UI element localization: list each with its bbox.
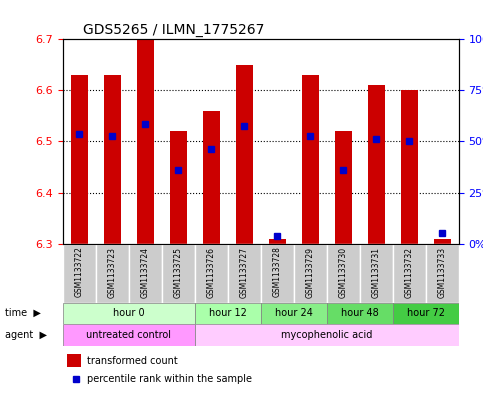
FancyBboxPatch shape [327,244,360,303]
Bar [203,111,220,244]
Text: GSM1133722: GSM1133722 [75,247,84,298]
FancyBboxPatch shape [360,244,393,303]
FancyBboxPatch shape [63,244,96,303]
Text: GSM1133726: GSM1133726 [207,247,216,298]
Text: GSM1133724: GSM1133724 [141,247,150,298]
Bar [67,354,81,367]
Text: GSM1133723: GSM1133723 [108,247,117,298]
Bar [368,85,384,244]
Bar [236,65,253,244]
Bar [170,131,186,244]
Text: GSM1133731: GSM1133731 [372,247,381,298]
Text: transformed count: transformed count [86,356,177,366]
Bar [269,239,285,244]
Text: untreated control: untreated control [86,330,171,340]
Text: percentile rank within the sample: percentile rank within the sample [86,374,252,384]
FancyBboxPatch shape [129,244,162,303]
FancyBboxPatch shape [261,303,327,324]
FancyBboxPatch shape [261,244,294,303]
FancyBboxPatch shape [96,244,129,303]
FancyBboxPatch shape [393,303,459,324]
FancyBboxPatch shape [426,244,459,303]
FancyBboxPatch shape [63,303,195,324]
Text: GSM1133729: GSM1133729 [306,247,315,298]
Text: hour 24: hour 24 [275,309,313,318]
Bar [104,75,121,244]
FancyBboxPatch shape [195,244,228,303]
Text: GSM1133732: GSM1133732 [405,247,414,298]
Text: hour 0: hour 0 [113,309,144,318]
FancyBboxPatch shape [228,244,261,303]
FancyBboxPatch shape [162,244,195,303]
Text: hour 48: hour 48 [341,309,379,318]
FancyBboxPatch shape [195,324,459,346]
Bar [302,75,319,244]
Text: mycophenolic acid: mycophenolic acid [281,330,372,340]
Text: hour 12: hour 12 [209,309,247,318]
Bar [335,131,352,244]
FancyBboxPatch shape [393,244,426,303]
Bar [137,39,154,244]
Text: agent  ▶: agent ▶ [5,330,47,340]
Text: time  ▶: time ▶ [5,307,41,318]
Bar [434,239,451,244]
Bar [71,75,87,244]
Text: GSM1133725: GSM1133725 [174,247,183,298]
Text: hour 72: hour 72 [407,309,445,318]
Text: GSM1133733: GSM1133733 [438,247,447,298]
FancyBboxPatch shape [294,244,327,303]
Text: GSM1133728: GSM1133728 [273,247,282,298]
Text: GDS5265 / ILMN_1775267: GDS5265 / ILMN_1775267 [83,23,264,37]
FancyBboxPatch shape [63,324,195,346]
FancyBboxPatch shape [195,303,261,324]
Text: GSM1133727: GSM1133727 [240,247,249,298]
FancyBboxPatch shape [327,303,393,324]
Text: GSM1133730: GSM1133730 [339,247,348,298]
Bar [401,90,418,244]
